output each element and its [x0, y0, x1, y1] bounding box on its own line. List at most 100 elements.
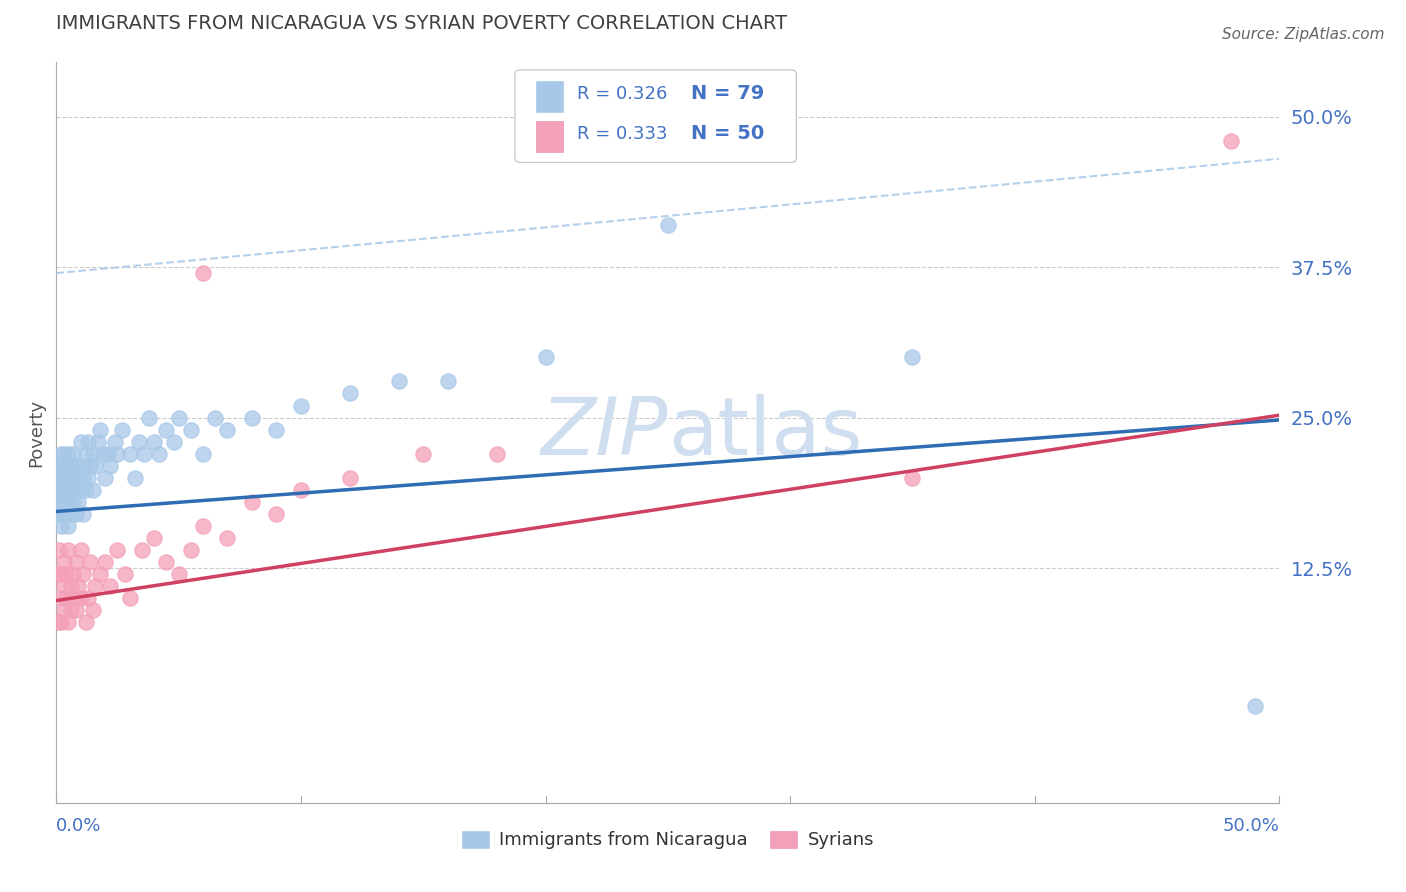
Point	[62, 447, 84, 461]
Point	[79, 458, 101, 473]
Point	[98, 458, 121, 473]
Point	[266, 507, 288, 521]
Point	[82, 447, 104, 461]
Point	[77, 591, 100, 606]
Point	[58, 471, 80, 485]
Point	[67, 579, 90, 593]
Text: ZIP: ZIP	[540, 393, 668, 472]
Text: 0.0%: 0.0%	[56, 817, 101, 835]
Point	[1219, 134, 1241, 148]
Point	[657, 218, 679, 232]
Point	[48, 495, 70, 509]
Point	[84, 579, 107, 593]
Point	[436, 375, 458, 389]
Point	[59, 603, 82, 617]
Point	[143, 434, 166, 449]
Text: N = 79: N = 79	[692, 85, 765, 103]
Text: IMMIGRANTS FROM NICARAGUA VS SYRIAN POVERTY CORRELATION CHART: IMMIGRANTS FROM NICARAGUA VS SYRIAN POVE…	[56, 13, 787, 33]
Legend: Immigrants from Nicaragua, Syrians: Immigrants from Nicaragua, Syrians	[454, 823, 882, 856]
Point	[87, 434, 110, 449]
Point	[191, 519, 214, 533]
Point	[67, 495, 90, 509]
Point	[82, 603, 104, 617]
Point	[52, 579, 75, 593]
Point	[1244, 699, 1267, 714]
Point	[49, 507, 72, 521]
FancyBboxPatch shape	[536, 120, 562, 152]
Point	[89, 567, 111, 582]
Point	[65, 603, 87, 617]
Point	[901, 351, 924, 365]
Point	[339, 471, 361, 485]
Point	[48, 458, 70, 473]
Point	[79, 555, 101, 569]
Point	[77, 434, 100, 449]
Point	[49, 471, 72, 485]
Point	[52, 471, 75, 485]
Point	[52, 447, 75, 461]
Point	[48, 543, 70, 558]
Point	[134, 447, 156, 461]
Text: Source: ZipAtlas.com: Source: ZipAtlas.com	[1222, 27, 1385, 42]
Point	[180, 543, 202, 558]
Point	[55, 567, 77, 582]
Point	[65, 555, 87, 569]
Point	[111, 423, 134, 437]
Point	[901, 471, 924, 485]
Point	[107, 447, 129, 461]
Text: 50.0%: 50.0%	[1223, 817, 1279, 835]
Point	[69, 434, 91, 449]
Point	[67, 471, 90, 485]
Text: atlas: atlas	[668, 393, 862, 472]
Point	[128, 434, 150, 449]
Point	[59, 458, 82, 473]
Point	[75, 483, 97, 497]
Point	[155, 423, 177, 437]
Point	[143, 531, 166, 545]
Point	[48, 615, 70, 630]
Point	[48, 507, 70, 521]
Point	[62, 471, 84, 485]
FancyBboxPatch shape	[536, 81, 562, 112]
Point	[49, 495, 72, 509]
Point	[191, 447, 214, 461]
Point	[124, 471, 146, 485]
Point	[65, 458, 87, 473]
Point	[217, 531, 239, 545]
Point	[204, 410, 226, 425]
Point	[52, 555, 75, 569]
Point	[58, 519, 80, 533]
Point	[167, 410, 190, 425]
Point	[138, 410, 160, 425]
Y-axis label: Poverty: Poverty	[27, 399, 45, 467]
Point	[48, 471, 70, 485]
Point	[72, 471, 94, 485]
Point	[58, 495, 80, 509]
Point	[240, 410, 263, 425]
Point	[94, 555, 117, 569]
Point	[49, 447, 72, 461]
Point	[55, 483, 77, 497]
Point	[290, 483, 312, 497]
Point	[49, 567, 72, 582]
Point	[65, 483, 87, 497]
Point	[49, 519, 72, 533]
Point	[69, 483, 91, 497]
Point	[534, 351, 557, 365]
Point	[114, 567, 136, 582]
Point	[52, 458, 75, 473]
Point	[62, 567, 84, 582]
Point	[48, 567, 70, 582]
Point	[240, 495, 263, 509]
Point	[94, 471, 117, 485]
Point	[59, 507, 82, 521]
Point	[59, 579, 82, 593]
Point	[69, 591, 91, 606]
Point	[84, 458, 107, 473]
Text: R = 0.326: R = 0.326	[578, 85, 668, 103]
Point	[72, 507, 94, 521]
Point	[52, 483, 75, 497]
Point	[217, 423, 239, 437]
Point	[290, 399, 312, 413]
Point	[485, 447, 508, 461]
